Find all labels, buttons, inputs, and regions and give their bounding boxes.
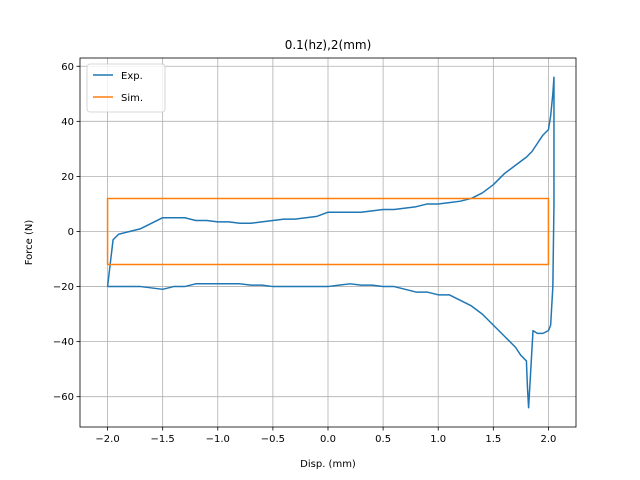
y-tick-label: −40 [53,337,74,348]
x-tick-label: 2.0 [540,434,556,445]
chart-title: 0.1(hz),2(mm) [285,38,372,52]
y-tick-label: −60 [53,392,74,403]
x-tick-label: 0.5 [375,434,391,445]
y-tick-label: −20 [53,282,74,293]
y-axis-ticks: −60 −40 −20 0 20 40 60 [53,62,80,403]
series-line-exp [106,76,555,409]
series-layer [106,76,555,409]
y-tick-label: 60 [61,62,74,73]
series-line-sim [106,197,550,266]
x-tick-label: −1.5 [151,434,175,445]
x-tick-label: −1.0 [206,434,230,445]
x-tick-label: 1.0 [430,434,446,445]
x-axis-title: Disp. (mm) [300,459,356,470]
x-tick-label: 0.0 [320,434,336,445]
x-tick-label: −0.5 [261,434,285,445]
x-tick-label: 1.5 [485,434,501,445]
legend-label-sim: Sim. [121,93,143,104]
grid [80,58,576,427]
x-tick-label: −2.0 [95,434,119,445]
y-tick-label: 0 [68,227,74,238]
y-tick-label: 40 [61,117,74,128]
x-axis-ticks: −2.0 −1.5 −1.0 −0.5 0.0 0.5 1.0 1.5 2.0 [95,427,556,445]
legend: Exp. Sim. [86,63,166,113]
y-tick-label: 20 [61,172,74,183]
legend-box [86,63,166,113]
legend-label-exp: Exp. [121,71,143,82]
y-axis-title: Force (N) [24,220,35,266]
